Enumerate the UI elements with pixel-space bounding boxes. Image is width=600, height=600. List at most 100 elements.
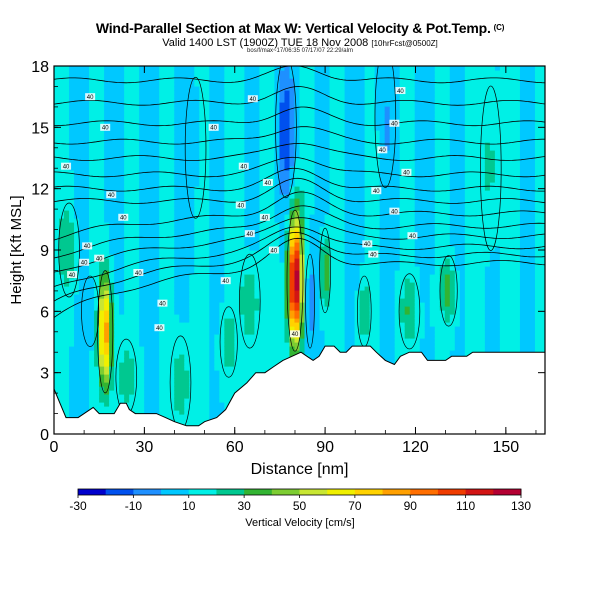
contour-label: 40 bbox=[82, 242, 93, 250]
colorbar-swatch bbox=[161, 489, 190, 495]
contour-label: 40 bbox=[220, 277, 231, 285]
y-tick-label: 3 bbox=[40, 366, 49, 383]
theta-contour bbox=[54, 142, 545, 161]
contour-label-text: 40 bbox=[237, 203, 244, 209]
colorbar-swatch bbox=[465, 489, 494, 495]
contour-label-text: 40 bbox=[84, 244, 91, 250]
chart-title: Wind-Parallel Section at Max W: Vertical… bbox=[0, 20, 600, 36]
contour-label: 40 bbox=[259, 213, 270, 222]
contour-label: 40 bbox=[389, 207, 400, 215]
contour-label: 40 bbox=[377, 146, 388, 154]
theta-contour bbox=[54, 167, 545, 192]
contour-label: 40 bbox=[247, 95, 258, 103]
run-stamp: bos/f/max~17/06:35 07/17/07 22:29/alm bbox=[247, 48, 353, 54]
w-contour bbox=[97, 270, 114, 394]
theta-contour bbox=[54, 86, 545, 106]
contour-label: 40 bbox=[106, 191, 117, 199]
contour-label: 40 bbox=[407, 232, 418, 240]
contour-label-text: 40 bbox=[370, 252, 377, 258]
contour-label-text: 40 bbox=[364, 242, 371, 248]
colorbar-swatch bbox=[410, 489, 439, 495]
contour-label: 40 bbox=[244, 230, 255, 238]
contour-label-text: 40 bbox=[120, 216, 127, 222]
y-tick-label: 18 bbox=[31, 59, 49, 76]
x-tick-label: 30 bbox=[135, 439, 153, 456]
contour-label-text: 40 bbox=[249, 97, 256, 103]
theta-contour bbox=[54, 191, 545, 241]
contour-label-text: 40 bbox=[403, 171, 410, 177]
contour-label-text: 40 bbox=[379, 148, 386, 154]
contour-label: 40 bbox=[268, 246, 279, 254]
terrain bbox=[54, 345, 545, 434]
y-tick-label: 6 bbox=[40, 304, 49, 321]
contour-label-text: 40 bbox=[96, 256, 103, 262]
x-axis-label: Distance [nm] bbox=[251, 461, 349, 478]
contour-label: 40 bbox=[118, 213, 129, 222]
valid-time: Valid 1400 LST (1900Z) TUE 18 Nov 2008 bbox=[162, 37, 369, 49]
w-contour bbox=[184, 76, 207, 219]
w-contour bbox=[275, 66, 297, 199]
contour-label: 40 bbox=[371, 187, 382, 195]
theta-contour bbox=[54, 46, 545, 60]
contour-label: 40 bbox=[362, 240, 373, 248]
contour-label-text: 40 bbox=[87, 95, 94, 101]
x-tick-label: 90 bbox=[316, 439, 334, 456]
w-contour bbox=[239, 253, 261, 349]
contour-label-text: 40 bbox=[156, 326, 163, 332]
colorbar-tick-label: 70 bbox=[348, 499, 362, 513]
colorbar-tick-label: 110 bbox=[456, 499, 475, 513]
colorbar-swatch bbox=[105, 489, 134, 495]
contour-label: 40 bbox=[79, 258, 90, 267]
contour-label: 40 bbox=[262, 179, 273, 187]
colorbar-swatch bbox=[133, 489, 162, 495]
colorbar: -30 -10 10 30 50 70 90 110 130 bbox=[69, 488, 531, 513]
contour-label-text: 40 bbox=[265, 181, 272, 187]
theta-contour bbox=[54, 237, 545, 318]
contour-label: 40 bbox=[154, 324, 165, 332]
contour-label-text: 40 bbox=[409, 234, 416, 240]
contour-label: 40 bbox=[368, 250, 379, 258]
colorbar-swatch bbox=[382, 489, 411, 495]
y-tick-label: 0 bbox=[40, 427, 49, 444]
y-tick-label: 9 bbox=[40, 243, 49, 260]
colorbar-swatch bbox=[299, 489, 328, 495]
contour-label-text: 40 bbox=[240, 164, 247, 170]
chart-title-text: Wind-Parallel Section at Max W: Vertical… bbox=[95, 20, 491, 36]
x-tick-label: 150 bbox=[492, 439, 519, 456]
theta-contour bbox=[54, 226, 545, 287]
contour-label-text: 40 bbox=[262, 216, 269, 222]
contour-label: 40 bbox=[401, 168, 412, 177]
contour-label: 40 bbox=[85, 93, 96, 101]
contour-label: 40 bbox=[61, 162, 72, 170]
contour-label-text: 40 bbox=[292, 332, 299, 338]
contour-label-text: 40 bbox=[373, 189, 380, 195]
w-contour bbox=[305, 253, 315, 349]
w-contour bbox=[319, 227, 331, 314]
contour-label: 40 bbox=[289, 330, 300, 338]
theta-contour bbox=[54, 156, 545, 178]
colorbar-tick-label: -10 bbox=[125, 499, 143, 513]
theta-contour bbox=[54, 217, 545, 273]
potential-temperature-contours bbox=[54, 46, 545, 318]
colorbar-swatch bbox=[271, 489, 300, 495]
w-contour bbox=[219, 306, 238, 378]
contour-label-text: 40 bbox=[222, 279, 229, 285]
chart-title-mark: (C) bbox=[493, 23, 505, 32]
contour-label-text: 40 bbox=[391, 209, 398, 215]
contour-label-text: 40 bbox=[271, 248, 278, 254]
contour-label: 40 bbox=[235, 201, 246, 209]
w-contour bbox=[439, 255, 458, 327]
w-contour bbox=[81, 275, 100, 347]
colorbar-tick-label: 130 bbox=[511, 499, 531, 513]
contour-label-text: 40 bbox=[246, 232, 253, 238]
colorbar-swatch bbox=[244, 489, 273, 495]
theta-contour bbox=[54, 177, 545, 204]
w-contour bbox=[480, 85, 502, 251]
x-tick-label: 120 bbox=[402, 439, 429, 456]
colorbar-label: Vertical Velocity [cm/s] bbox=[245, 517, 355, 529]
x-tick-label: 0 bbox=[50, 439, 59, 456]
contour-labels: 40 40 40 40 40 40 40 40 40 40 40 40 40 40 40 40 40 40 40 40… bbox=[61, 87, 418, 338]
axes: 0 30 60 90 120 150 0 3 6 9 12 15 18 Distance [nm] Heig… bbox=[8, 59, 545, 478]
vertical-velocity-field bbox=[54, 66, 545, 434]
contour-label-text: 40 bbox=[63, 164, 70, 170]
